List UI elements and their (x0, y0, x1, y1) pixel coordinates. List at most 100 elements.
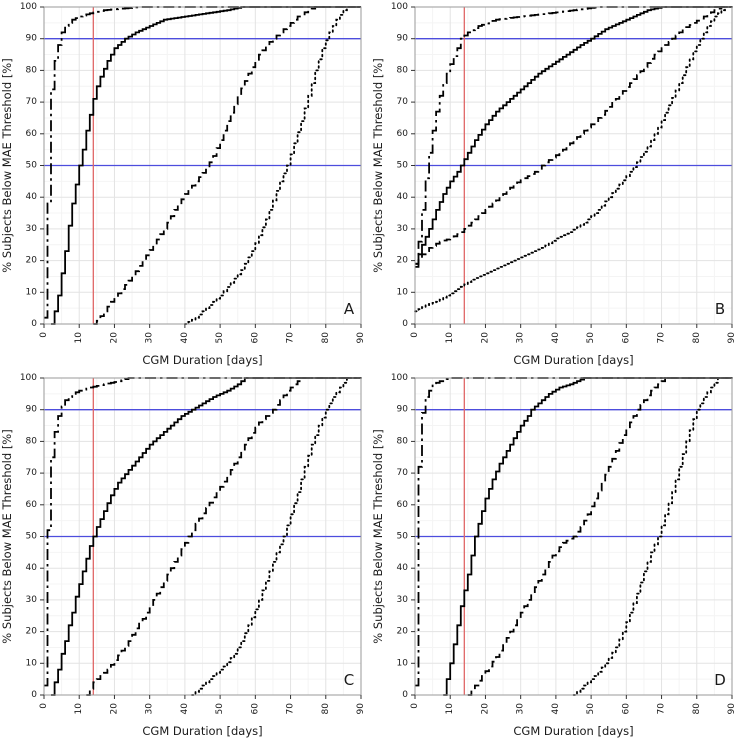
y-tick-label: 70 (397, 468, 409, 478)
y-tick-label: 20 (26, 627, 38, 637)
y-tick-label: 40 (397, 192, 409, 202)
x-tick-label: 60 (250, 332, 260, 344)
x-tick-label: 50 (586, 332, 596, 344)
y-tick-label: 50 (26, 532, 38, 542)
panel-letter: D (714, 671, 726, 689)
y-tick-label: 30 (397, 595, 409, 605)
curve-dash-dot (415, 6, 732, 268)
x-tick-label: 30 (145, 332, 155, 344)
y-tick-label: 30 (26, 595, 38, 605)
y-tick-label: 40 (397, 563, 409, 573)
y-tick-label: 30 (26, 224, 38, 234)
x-tick-label: 50 (215, 703, 225, 715)
x-axis-label: CGM Duration [days] (142, 353, 262, 367)
x-tick-label: 50 (215, 332, 225, 344)
x-tick-label: 30 (516, 332, 526, 344)
y-tick-label: 40 (26, 563, 38, 573)
y-tick-label: 50 (26, 161, 38, 171)
x-tick-label: 30 (145, 703, 155, 715)
x-axis-label: CGM Duration [days] (513, 724, 633, 738)
x-tick-label: 90 (356, 703, 366, 715)
panel-letter: C (344, 671, 354, 689)
x-tick-label: 70 (286, 332, 296, 344)
x-tick-label: 90 (727, 332, 737, 344)
x-tick-label: 60 (621, 332, 631, 344)
y-tick-label: 70 (397, 97, 409, 107)
x-tick-label: 90 (727, 703, 737, 715)
y-tick-label: 0 (31, 690, 37, 700)
x-axis-label: CGM Duration [days] (142, 724, 262, 738)
x-tick-label: 40 (180, 332, 190, 344)
panel-chart-b: 0 10 20 30 40 50 60 70 80 90 0 10 20 30 40 50 60 70 80 90 10… (371, 0, 742, 371)
curve-dotted (414, 6, 733, 313)
y-tick-label: 80 (397, 65, 409, 75)
y-tick-label: 10 (397, 658, 409, 668)
x-tick-label: 80 (321, 703, 331, 715)
x-tick-label: 10 (74, 703, 84, 715)
panel-chart-a: 0 10 20 30 40 50 60 70 80 90 0 10 20 30 40 50 60 70 80 90 10… (0, 0, 371, 371)
x-tick-label: 80 (692, 332, 702, 344)
chart-svg-b: 0 10 20 30 40 50 60 70 80 90 0 10 20 30 40 50 60 70 80 90 10… (371, 2, 737, 367)
curve-dashed (415, 6, 732, 265)
y-axis-label: % Subjects Below MAE Threshold [%] (0, 58, 14, 272)
panel-chart-c: 0 10 20 30 40 50 60 70 80 90 0 10 20 30 40 50 60 70 80 90 10… (0, 371, 371, 742)
y-tick-label: 100 (20, 373, 37, 383)
y-tick-label: 80 (26, 65, 38, 75)
curve-dashed (86, 377, 361, 696)
x-tick-label: 20 (480, 703, 490, 715)
x-tick-label: 10 (74, 332, 84, 344)
x-tick-label: 0 (39, 332, 49, 338)
x-tick-label: 90 (356, 332, 366, 344)
y-tick-label: 0 (31, 319, 37, 329)
y-tick-label: 60 (26, 129, 38, 139)
x-tick-label: 70 (286, 703, 296, 715)
curve-dotted (191, 377, 362, 696)
x-tick-label: 0 (39, 703, 49, 709)
y-tick-label: 50 (397, 532, 409, 542)
chart-svg-d: 0 10 20 30 40 50 60 70 80 90 0 10 20 30 40 50 60 70 80 90 10… (371, 373, 737, 738)
x-tick-label: 10 (445, 703, 455, 715)
y-tick-label: 20 (397, 256, 409, 266)
y-axis-label: % Subjects Below MAE Threshold [%] (371, 429, 385, 643)
x-tick-label: 30 (516, 703, 526, 715)
panel-chart-d: 0 10 20 30 40 50 60 70 80 90 0 10 20 30 40 50 60 70 80 90 10… (371, 371, 742, 742)
y-tick-label: 90 (26, 34, 38, 44)
x-tick-label: 20 (109, 703, 119, 715)
y-tick-label: 90 (397, 34, 409, 44)
y-tick-label: 10 (26, 287, 38, 297)
curve-dotted (184, 6, 362, 325)
y-tick-label: 20 (26, 256, 38, 266)
y-axis-label: % Subjects Below MAE Threshold [%] (0, 429, 14, 643)
y-tick-label: 100 (391, 373, 408, 383)
x-tick-label: 80 (692, 703, 702, 715)
x-tick-label: 40 (551, 332, 561, 344)
curve-dashed (93, 6, 361, 325)
x-tick-label: 70 (657, 332, 667, 344)
x-axis-label: CGM Duration [days] (513, 353, 633, 367)
y-tick-label: 80 (397, 436, 409, 446)
x-tick-label: 0 (410, 332, 420, 338)
y-tick-label: 60 (26, 500, 38, 510)
y-tick-label: 90 (397, 405, 409, 415)
x-tick-label: 80 (321, 332, 331, 344)
y-tick-label: 40 (26, 192, 38, 202)
x-tick-label: 20 (480, 332, 490, 344)
y-tick-label: 0 (402, 690, 408, 700)
y-tick-label: 10 (397, 287, 409, 297)
chart-svg-c: 0 10 20 30 40 50 60 70 80 90 0 10 20 30 40 50 60 70 80 90 10… (0, 373, 366, 738)
curve-dotted (572, 377, 733, 696)
panel-letter: B (715, 300, 725, 318)
x-tick-label: 40 (180, 703, 190, 715)
panel-letter: A (344, 300, 355, 318)
x-tick-label: 70 (657, 703, 667, 715)
y-tick-label: 100 (391, 2, 408, 12)
y-tick-label: 70 (26, 468, 38, 478)
y-tick-label: 20 (397, 627, 409, 637)
x-tick-label: 10 (445, 332, 455, 344)
x-tick-label: 50 (586, 703, 596, 715)
x-tick-label: 40 (551, 703, 561, 715)
y-tick-label: 60 (397, 129, 409, 139)
y-tick-label: 80 (26, 436, 38, 446)
y-tick-label: 70 (26, 97, 38, 107)
